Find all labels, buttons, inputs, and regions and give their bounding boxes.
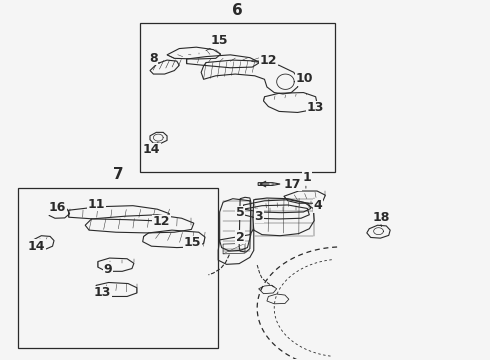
Text: 8: 8 — [149, 52, 158, 65]
Text: 4: 4 — [314, 199, 322, 212]
Text: 15: 15 — [211, 35, 228, 48]
Text: 15: 15 — [184, 236, 201, 249]
Text: 12: 12 — [260, 54, 277, 67]
Text: 13: 13 — [94, 287, 111, 300]
Text: 18: 18 — [373, 211, 390, 224]
Text: 12: 12 — [152, 215, 170, 228]
Text: 6: 6 — [232, 3, 243, 18]
Text: 1: 1 — [303, 171, 312, 184]
Bar — [19, 188, 218, 348]
Bar — [140, 23, 335, 172]
Text: 2: 2 — [236, 231, 245, 244]
Text: 14: 14 — [28, 240, 45, 253]
Text: 11: 11 — [88, 198, 105, 211]
Text: 9: 9 — [103, 263, 112, 276]
Text: 16: 16 — [49, 201, 66, 214]
Text: 14: 14 — [143, 143, 160, 156]
Text: 7: 7 — [113, 167, 123, 182]
Text: 3: 3 — [254, 210, 263, 222]
Text: 5: 5 — [236, 206, 245, 219]
Text: 17: 17 — [284, 177, 301, 190]
Text: 13: 13 — [307, 102, 324, 114]
Text: 10: 10 — [295, 72, 313, 85]
